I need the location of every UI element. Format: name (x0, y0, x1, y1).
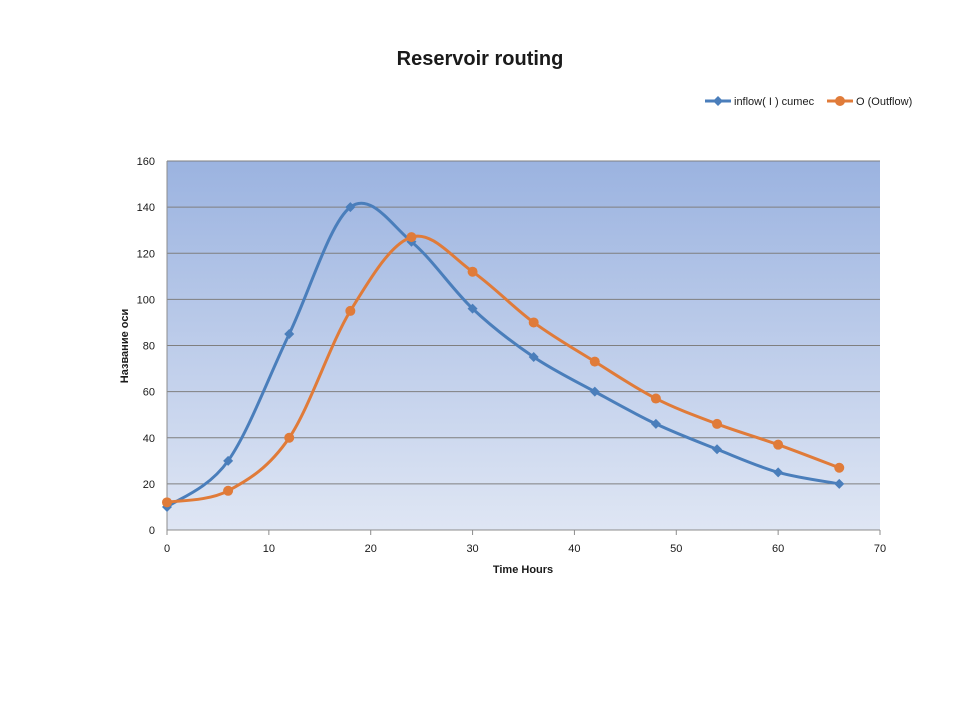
data-point (589, 356, 600, 367)
y-tick-label: 100 (137, 294, 155, 306)
data-point (712, 418, 723, 429)
legend-marker (713, 96, 723, 106)
y-tick-label: 120 (137, 248, 155, 260)
y-tick-label: 60 (143, 387, 155, 399)
legend-label: O (Outflow) (856, 96, 912, 108)
legend-item: O (Outflow) (827, 96, 912, 108)
legend-marker (835, 96, 845, 106)
y-tick-label: 40 (143, 433, 155, 445)
data-point (834, 462, 845, 473)
data-point (223, 485, 234, 496)
y-axis-title: Название оси (119, 309, 131, 383)
data-point (467, 266, 478, 277)
y-axis-ticks: 0 20 40 60 80 100 120 140 160 (137, 156, 155, 537)
data-point (223, 455, 234, 466)
x-tick-label: 50 (670, 543, 682, 555)
x-axis-title: Time Hours (493, 564, 553, 576)
x-tick-label: 0 (164, 543, 170, 555)
legend-label: inflow( I ) cumec (734, 96, 815, 108)
axes (166, 161, 880, 531)
x-tick-label: 20 (365, 543, 377, 555)
legend: inflow( I ) cumec O (Outflow) (705, 96, 912, 108)
data-point (773, 439, 784, 450)
y-tick-label: 160 (137, 156, 155, 168)
x-tick-label: 40 (568, 543, 580, 555)
series (162, 201, 845, 512)
data-point (834, 478, 845, 489)
y-tick-label: 0 (149, 525, 155, 537)
data-point (712, 444, 723, 455)
data-point (162, 497, 172, 508)
data-point (284, 328, 295, 339)
x-tick-label: 70 (874, 543, 886, 555)
x-tick-label: 10 (263, 543, 275, 555)
data-point (345, 202, 356, 213)
data-point (528, 317, 539, 328)
y-tick-label: 20 (143, 479, 155, 491)
data-point (467, 303, 478, 314)
data-point (345, 305, 356, 316)
data-point (773, 467, 784, 478)
series-2 (162, 232, 845, 508)
chart-title: Reservoir routing (397, 48, 564, 70)
y-tick-label: 140 (137, 202, 155, 214)
x-tick-label: 30 (466, 543, 478, 555)
data-point (650, 393, 661, 404)
x-axis-ticks: 0 10 20 30 40 50 60 70 (164, 530, 886, 555)
data-point (284, 432, 295, 443)
legend-item: inflow( I ) cumec (705, 96, 815, 108)
data-point (650, 418, 661, 429)
data-point (406, 232, 417, 243)
y-tick-label: 80 (143, 341, 155, 353)
data-point (589, 386, 600, 397)
x-tick-label: 60 (772, 543, 784, 555)
data-point (528, 352, 539, 363)
